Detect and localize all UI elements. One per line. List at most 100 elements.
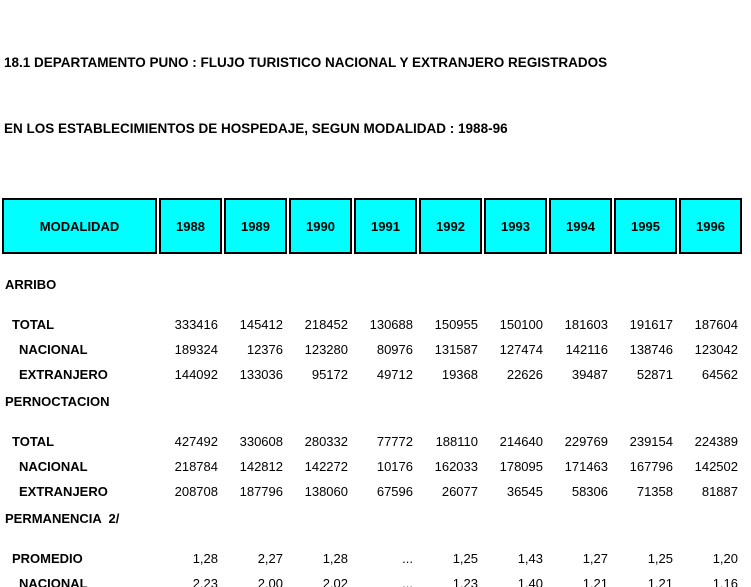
value-cell: 2,02 (322, 576, 348, 587)
table-row: NACIONAL 2,23 2,00 2,02... 1,23 1,40 1,21 1,21 1… (0, 577, 751, 587)
value-cell: 95172 (311, 367, 348, 382)
value-cell: 218452 (304, 317, 348, 332)
page-title-line2: EN LOS ESTABLECIMIENTOS DE HOSPEDAJE, SE… (4, 121, 508, 136)
value-cell: 123042 (694, 342, 738, 357)
value-cell: ... (402, 576, 413, 587)
value-cell: 187796 (239, 484, 283, 499)
row-label: PROMEDIO (12, 551, 83, 566)
value-cell: 1,40 (517, 576, 543, 587)
value-cell: 127474 (499, 342, 543, 357)
value-cell: 123280 (304, 342, 348, 357)
row-label: NACIONAL (19, 342, 88, 357)
column-header-year: 1990 (289, 198, 352, 254)
value-cell: 167796 (629, 459, 673, 474)
page-title-line1: 18.1 DEPARTAMENTO PUNO : FLUJO TURISTICO… (4, 55, 608, 70)
table-row: EXTRANJERO 144092 133036 95172 49712 19368 226… (0, 368, 751, 381)
value-cell: 58306 (571, 484, 608, 499)
row-label: TOTAL (12, 434, 55, 449)
value-cell: 81887 (701, 484, 738, 499)
value-cell: ... (402, 551, 413, 566)
table-row: TOTAL 333416 145412 218452 130688 150955 15010… (0, 318, 751, 331)
value-cell: 1,28 (322, 551, 348, 566)
value-cell: 171463 (564, 459, 608, 474)
table-row: TOTAL 427492 330608 280332 77772 188110 214640… (0, 435, 751, 448)
value-cell: 71358 (636, 484, 673, 499)
value-cell: 22626 (506, 367, 543, 382)
value-cell: 187604 (694, 317, 738, 332)
column-header-year: 1995 (614, 198, 677, 254)
row-label: EXTRANJERO (19, 484, 108, 499)
table-row: NACIONAL 189324 12376 123280 80976 131587 1274… (0, 343, 751, 356)
value-cell: 333416 (174, 317, 218, 332)
value-cell: 150100 (499, 317, 543, 332)
value-cell: 178095 (499, 459, 543, 474)
value-cell: 1,20 (712, 551, 738, 566)
value-cell: 214640 (499, 434, 543, 449)
value-cell: 218784 (174, 459, 218, 474)
column-header-year: 1991 (354, 198, 417, 254)
value-cell: 1,16 (712, 576, 738, 587)
value-cell: 19368 (441, 367, 478, 382)
row-label: EXTRANJERO (19, 367, 108, 382)
value-cell: 280332 (304, 434, 348, 449)
value-cell: 12376 (246, 342, 283, 357)
page-title: 18.1 DEPARTAMENTO PUNO : FLUJO TURISTICO… (0, 0, 751, 184)
table-header-row: MODALIDAD 1988 1989 1990 1991 1992 1993 1994 199… (2, 198, 751, 254)
value-cell: 1,28 (192, 551, 218, 566)
row-label: NACIONAL (19, 459, 88, 474)
table-row: NACIONAL 218784 142812 142272 10176 162033 178… (0, 460, 751, 473)
value-cell: 39487 (571, 367, 608, 382)
value-cell: 130688 (369, 317, 413, 332)
value-cell: 144092 (174, 367, 218, 382)
row-label: TOTAL (12, 317, 55, 332)
value-cell: 49712 (376, 367, 413, 382)
column-header-year: 1993 (484, 198, 547, 254)
table-section: PERMANENCIA 2/PROMEDIO 1,28 2,27 1,28... 1,2… (0, 512, 751, 587)
value-cell: 80976 (376, 342, 413, 357)
value-cell: 2,00 (257, 576, 283, 587)
value-cell: 1,21 (582, 576, 608, 587)
value-cell: 181603 (564, 317, 608, 332)
value-cell: 145412 (239, 317, 283, 332)
value-cell: 188110 (435, 434, 478, 449)
value-cell: 142502 (694, 459, 738, 474)
value-cell: 1,43 (517, 551, 543, 566)
value-cell: 36545 (506, 484, 543, 499)
table-section: PERNOCTACION TOTAL 427492 330608 280332 77772… (0, 395, 751, 498)
value-cell: 138060 (304, 484, 348, 499)
column-header-year: 1989 (224, 198, 287, 254)
value-cell: 191617 (629, 317, 673, 332)
table-body: ARRIBO TOTAL 333416 145412 218452 130688 15095… (0, 278, 751, 587)
value-cell: 67596 (376, 484, 413, 499)
value-cell: 77772 (376, 434, 413, 449)
value-cell: 162033 (434, 459, 478, 474)
section-title: PERNOCTACION (5, 394, 110, 409)
value-cell: 142116 (565, 342, 608, 357)
value-cell: 189324 (174, 342, 218, 357)
value-cell: 1,21 (647, 576, 673, 587)
value-cell: 1,27 (582, 551, 608, 566)
column-header-year: 1988 (159, 198, 222, 254)
value-cell: 26077 (441, 484, 478, 499)
column-header-year: 1992 (419, 198, 482, 254)
value-cell: 224389 (694, 434, 738, 449)
column-header-modalidad: MODALIDAD (2, 198, 157, 254)
value-cell: 2,27 (257, 551, 283, 566)
value-cell: 142272 (304, 459, 348, 474)
table-section: ARRIBO TOTAL 333416 145412 218452 130688 15095… (0, 278, 751, 381)
table-row: PROMEDIO 1,28 2,27 1,28... 1,25 1,43 1,27 1,25 1… (0, 552, 751, 565)
value-cell: 52871 (636, 367, 673, 382)
value-cell: 427492 (174, 434, 218, 449)
table-row: EXTRANJERO 208708 187796 138060 67596 26077 36… (0, 485, 751, 498)
section-title: ARRIBO (5, 277, 57, 292)
column-header-year: 1994 (549, 198, 612, 254)
value-cell: 2,23 (192, 576, 218, 587)
value-cell: 208708 (174, 484, 218, 499)
value-cell: 138746 (629, 342, 673, 357)
value-cell: 1,25 (647, 551, 673, 566)
value-cell: 1,23 (452, 576, 478, 587)
value-cell: 239154 (629, 434, 673, 449)
value-cell: 142812 (239, 459, 283, 474)
value-cell: 10176 (376, 459, 413, 474)
